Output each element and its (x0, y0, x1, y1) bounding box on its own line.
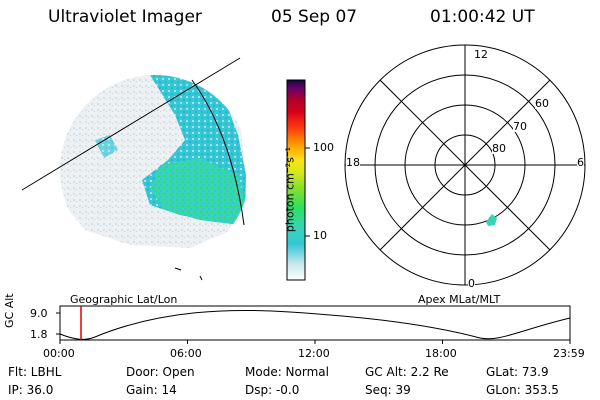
timeline-xtick-1800: 18:00 (425, 347, 457, 360)
timeline-xtick-1200: 12:00 (298, 347, 330, 360)
date-label: 05 Sep 07 (271, 7, 358, 27)
info-ip: IP: 36.0 (8, 383, 54, 397)
instrument-title: Ultraviolet Imager (48, 7, 202, 27)
auroral-emission-map (60, 75, 246, 248)
colorbar-tick-100: 100 (313, 141, 334, 154)
mlt-label-12: 12 (474, 48, 488, 61)
colorbar-scale (286, 79, 306, 281)
info-dsp: Dsp: -0.0 (245, 383, 300, 397)
timeline-xtick-0000: 00:00 (43, 347, 75, 360)
info-door: Door: Open (126, 365, 195, 379)
info-gc-alt: GC Alt: 2.2 Re (365, 365, 449, 379)
mlt-label-6: 6 (577, 156, 584, 169)
geographic-label: Geographic Lat/Lon (70, 293, 178, 306)
timeline-xtick-2359: 23:59 (553, 347, 585, 360)
apex-label: Apex MLat/MLT (418, 293, 501, 306)
altitude-curve (59, 309, 571, 340)
lat-label-70: 70 (513, 120, 527, 133)
colorbar-tick-10: 10 (313, 229, 327, 242)
info-gain: Gain: 14 (126, 383, 177, 397)
timeline-ylabel: GC Alt (3, 293, 16, 328)
info-glon: GLon: 353.5 (486, 383, 559, 397)
orbit-track-line (21, 57, 241, 191)
info-glat: GLat: 73.9 (486, 365, 549, 379)
info-filter: Flt: LBHL (8, 365, 62, 379)
timeline-ytick-1-8: 1.8 (30, 328, 48, 341)
time-label: 01:00:42 UT (430, 7, 535, 27)
lat-label-80: 80 (492, 142, 506, 155)
timeline-frame (59, 305, 571, 341)
timeline-xtick-0600: 06:00 (170, 347, 202, 360)
mlt-label-0: 0 (468, 277, 475, 290)
info-mode: Mode: Normal (245, 365, 329, 379)
info-seq: Seq: 39 (365, 383, 411, 397)
mlt-label-18: 18 (346, 156, 360, 169)
terminator-line (191, 79, 245, 226)
timeline-ytick-9: 9.0 (30, 307, 48, 320)
lat-label-60: 60 (535, 97, 549, 110)
